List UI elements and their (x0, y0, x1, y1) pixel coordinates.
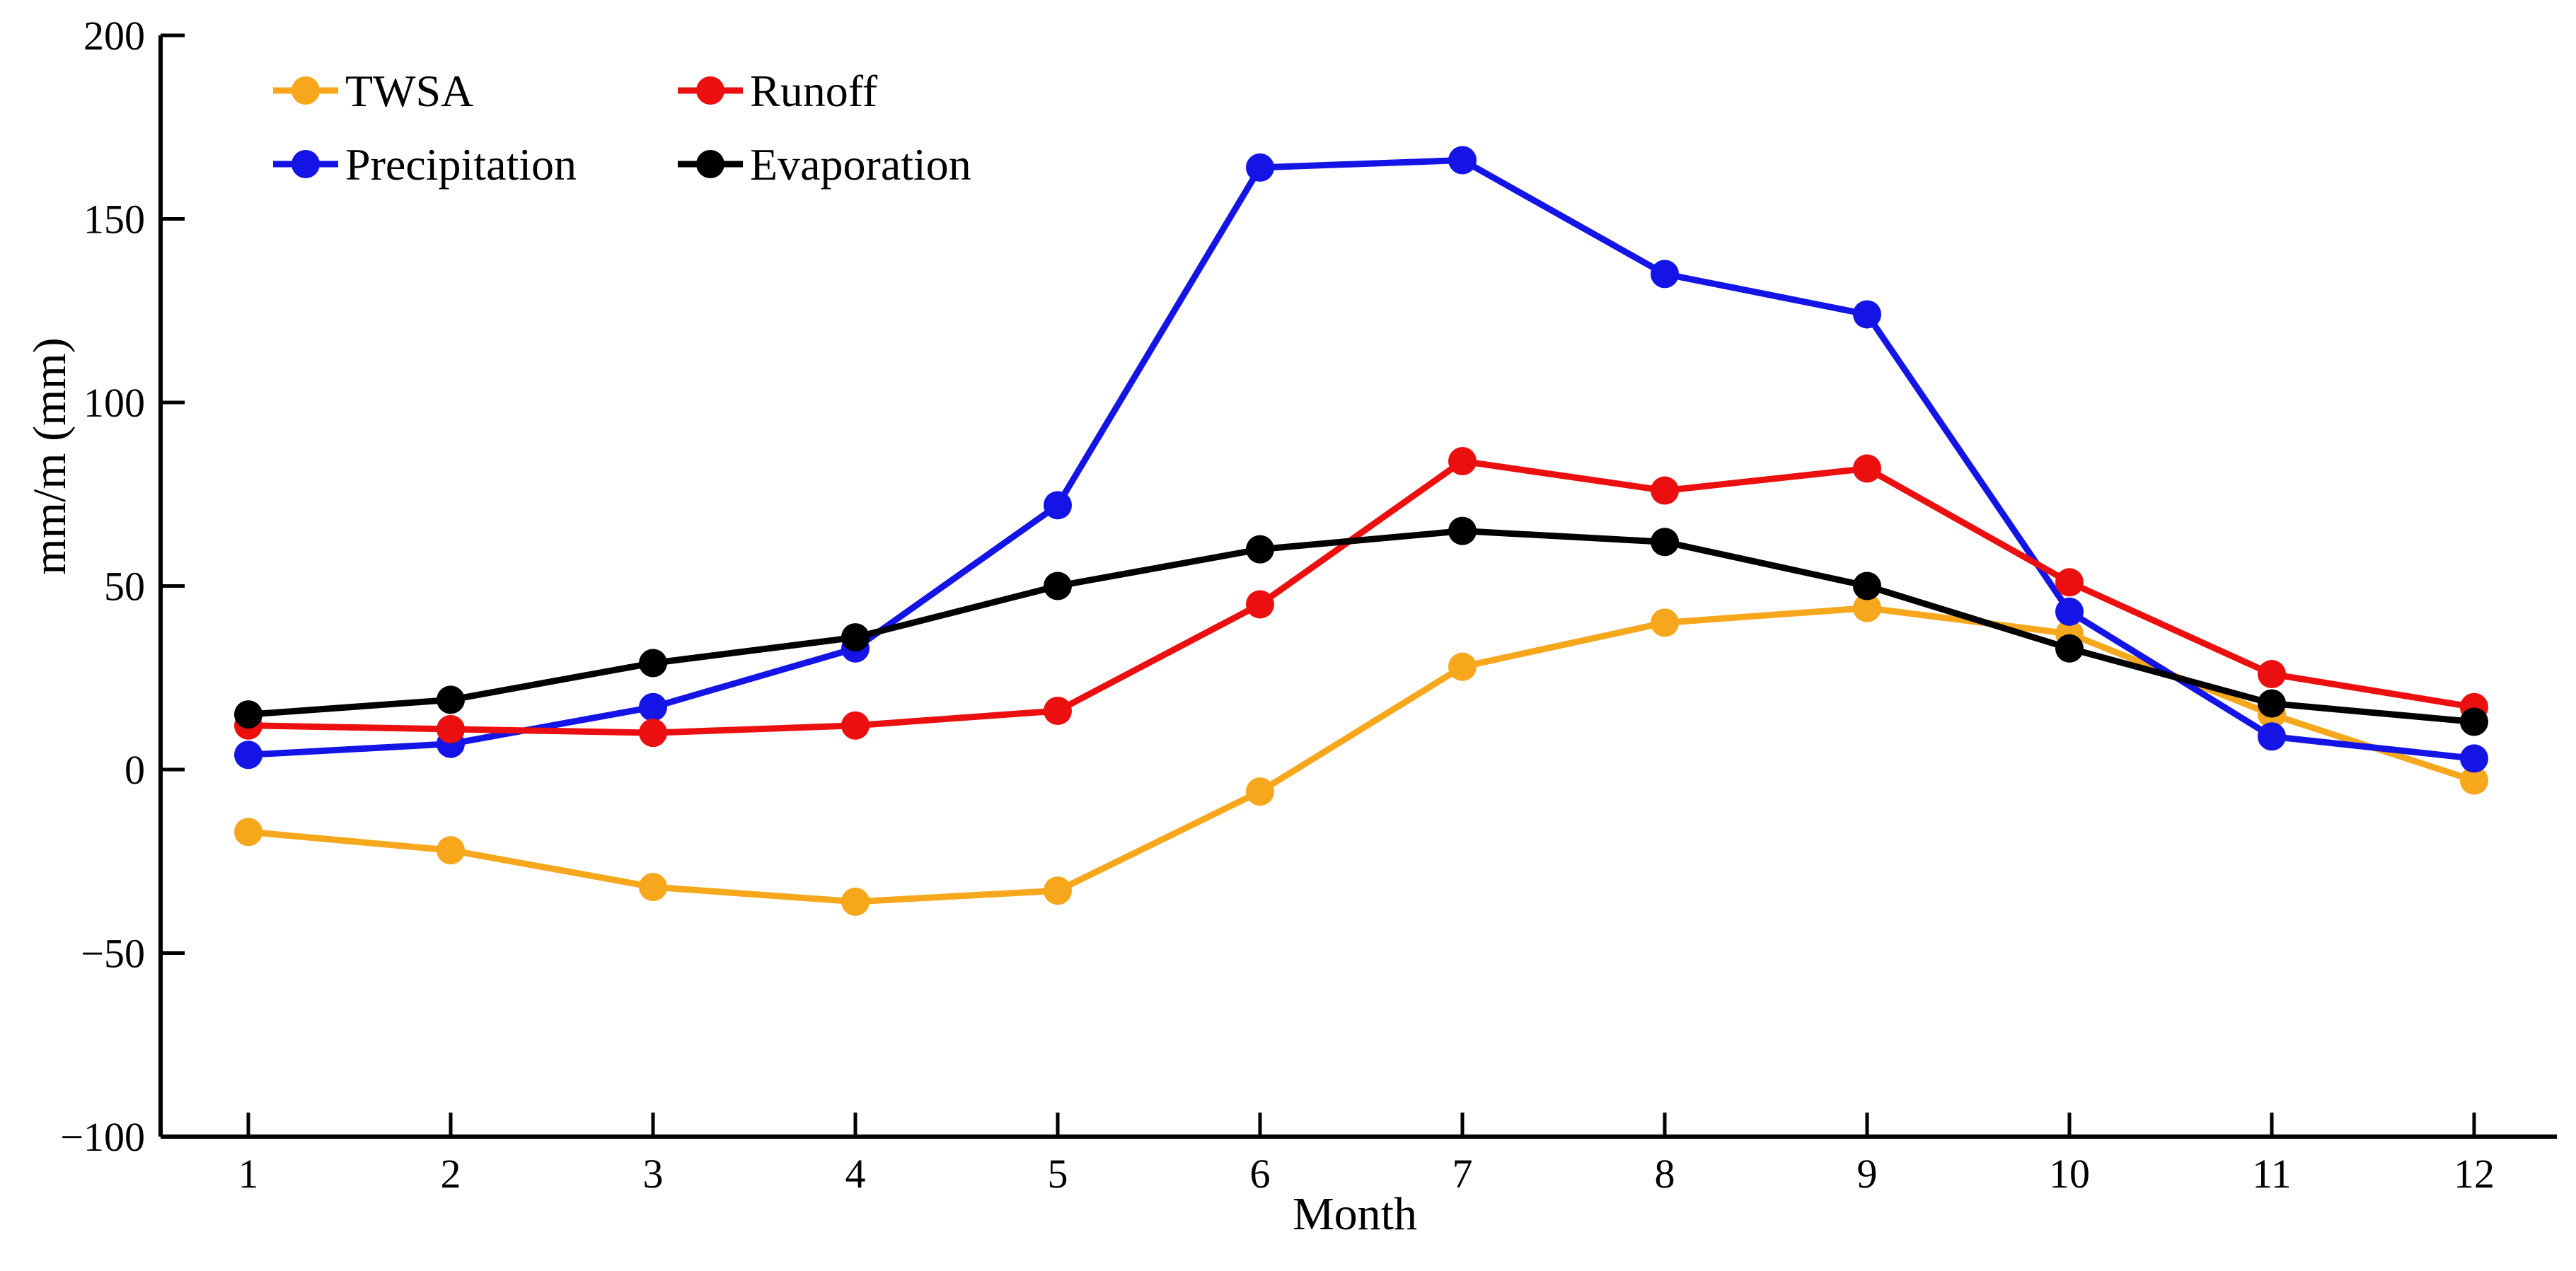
data-point-runoff-m11 (2258, 660, 2286, 689)
data-point-twsa-m6 (1246, 777, 1274, 806)
x-tick-label: 6 (1250, 1151, 1271, 1197)
data-point-evaporation-m9 (1853, 571, 1881, 600)
y-tick-label: −50 (81, 931, 145, 977)
legend-label-evaporation: Evaporation (750, 139, 971, 190)
series-runoff (234, 447, 2488, 748)
data-point-precipitation-m7 (1448, 146, 1477, 175)
x-tick-label: 2 (441, 1151, 461, 1197)
data-point-precipitation-m1 (234, 741, 262, 770)
legend-label-runoff: Runoff (750, 66, 878, 116)
data-point-precipitation-m3 (639, 692, 667, 721)
series-line-twsa (245, 605, 2478, 905)
x-tick-label: 10 (2049, 1151, 2090, 1197)
data-point-twsa-m1 (234, 818, 262, 847)
data-point-evaporation-m1 (234, 700, 262, 729)
data-point-twsa-m12 (2460, 766, 2488, 795)
data-point-runoff-m9 (1853, 454, 1881, 483)
y-axis-title: mm/m (mm) (24, 337, 76, 574)
data-point-runoff-m3 (639, 719, 667, 748)
x-tick-label: 11 (2252, 1151, 2292, 1197)
y-tick-label: −100 (60, 1114, 145, 1160)
data-point-twsa-m8 (1651, 608, 1679, 637)
x-tick-label: 5 (1048, 1151, 1068, 1197)
legend-entry-precipitation: Precipitation (273, 139, 577, 190)
data-point-twsa-m3 (639, 873, 667, 902)
data-point-runoff-m5 (1044, 696, 1072, 725)
series-layer (234, 146, 2488, 916)
data-point-precipitation-m11 (2258, 722, 2286, 751)
data-point-twsa-m7 (1448, 652, 1477, 681)
legend-marker-runoff (696, 76, 724, 105)
data-point-runoff-m8 (1651, 476, 1679, 505)
series-evaporation (234, 516, 2488, 736)
data-point-evaporation-m4 (841, 623, 870, 652)
x-tick-label: 3 (643, 1151, 664, 1197)
legend-marker-precipitation (291, 150, 320, 178)
data-point-precipitation-m8 (1651, 260, 1679, 289)
series-twsa (234, 593, 2488, 916)
y-tick-label: 100 (83, 380, 145, 426)
data-point-evaporation-m3 (639, 649, 667, 678)
data-point-precipitation-m5 (1044, 491, 1072, 520)
x-tick-label: 9 (1857, 1151, 1878, 1197)
data-point-evaporation-m2 (437, 685, 465, 714)
y-tick-label: 50 (104, 564, 145, 610)
series-precipitation (234, 146, 2488, 773)
data-point-runoff-m6 (1246, 590, 1274, 619)
series-line-runoff (245, 458, 2478, 736)
legend-label-twsa: TWSA (345, 66, 473, 116)
data-point-evaporation-m5 (1044, 571, 1072, 600)
legend-label-precipitation: Precipitation (345, 139, 577, 190)
data-point-runoff-m2 (437, 714, 465, 743)
data-point-runoff-m4 (841, 711, 870, 740)
legend-marker-twsa (291, 76, 320, 105)
series-line-evaporation (245, 528, 2478, 726)
data-point-twsa-m5 (1044, 876, 1072, 905)
legend-marker-evaporation (696, 150, 724, 178)
y-tick-label: 150 (83, 197, 145, 243)
x-tick-label: 12 (2454, 1151, 2495, 1197)
data-point-evaporation-m7 (1448, 516, 1477, 545)
data-point-precipitation-m6 (1246, 153, 1274, 182)
x-tick-label: 7 (1452, 1151, 1473, 1197)
x-tick-label: 1 (238, 1151, 259, 1197)
legend-entry-runoff: Runoff (678, 66, 878, 116)
data-point-twsa-m9 (1853, 593, 1881, 622)
x-tick-label: 8 (1655, 1151, 1675, 1197)
data-point-runoff-m7 (1448, 447, 1477, 476)
data-point-precipitation-m10 (2055, 597, 2084, 626)
data-point-evaporation-m8 (1651, 528, 1679, 557)
legend-layer: TWSA Precipitation Runoff Evaporation (273, 66, 971, 190)
data-point-evaporation-m6 (1246, 535, 1274, 564)
x-axis-title: Month (1293, 1188, 1417, 1240)
data-point-precipitation-m9 (1853, 300, 1881, 329)
legend-entry-twsa: TWSA (273, 66, 473, 116)
legend-entry-evaporation: Evaporation (678, 139, 971, 190)
data-point-twsa-m2 (437, 836, 465, 865)
y-tick-label: 0 (125, 747, 145, 793)
data-point-twsa-m4 (841, 887, 870, 916)
data-point-evaporation-m10 (2055, 634, 2084, 663)
series-line-precipitation (245, 156, 2478, 762)
data-point-evaporation-m12 (2460, 707, 2488, 736)
data-point-runoff-m10 (2055, 568, 2084, 597)
x-tick-label: 4 (845, 1151, 866, 1197)
data-point-evaporation-m11 (2258, 689, 2286, 718)
y-tick-label: 200 (83, 13, 145, 59)
data-point-precipitation-m12 (2460, 744, 2488, 773)
